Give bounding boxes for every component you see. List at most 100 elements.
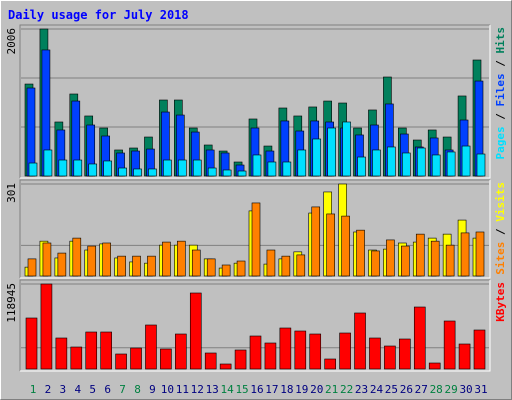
bar — [327, 127, 336, 177]
bar — [282, 161, 292, 177]
bar — [461, 145, 471, 177]
bar — [357, 156, 366, 177]
bar — [162, 241, 171, 277]
bar — [103, 160, 112, 177]
x-tick-label: 9 — [149, 383, 156, 396]
bar — [311, 206, 321, 277]
bar — [445, 244, 455, 277]
bar — [191, 249, 201, 277]
bar — [297, 149, 307, 177]
x-tick-label: 28 — [430, 383, 443, 396]
x-tick-label: 2 — [45, 383, 52, 396]
bar — [279, 327, 292, 370]
bar — [387, 146, 396, 177]
bar — [236, 260, 246, 277]
x-tick-label: 27 — [415, 383, 428, 396]
bar — [356, 229, 365, 277]
x-tick-label: 12 — [191, 383, 204, 396]
bar — [40, 283, 53, 370]
bar — [117, 255, 126, 277]
x-tick-label: 11 — [176, 383, 189, 396]
x-tick-label: 15 — [235, 383, 248, 396]
bar — [102, 242, 111, 277]
x-tick-label: 4 — [74, 383, 81, 396]
bar — [267, 161, 277, 177]
bar — [312, 138, 322, 177]
bar — [281, 255, 291, 277]
x-tick-label: 25 — [385, 383, 398, 396]
x-tick-label: 5 — [89, 383, 96, 396]
bar — [342, 121, 351, 177]
bar — [296, 254, 306, 277]
x-tick-label: 17 — [265, 383, 278, 396]
x-tick-label: 14 — [221, 383, 235, 396]
bar — [326, 213, 335, 277]
bar — [473, 329, 486, 370]
x-tick-label: 26 — [400, 383, 413, 396]
bar — [354, 312, 366, 370]
panel-frame-light — [20, 280, 491, 372]
x-tick-label: 6 — [104, 383, 111, 396]
bar — [42, 242, 52, 277]
legend: Sites / Visits — [494, 182, 507, 275]
bar — [430, 240, 440, 277]
bar — [57, 252, 67, 277]
bar — [341, 215, 350, 277]
x-tick-label: 13 — [206, 383, 219, 396]
bar — [27, 258, 37, 277]
bar — [58, 159, 68, 177]
bar — [147, 255, 156, 277]
bar — [237, 170, 247, 177]
bar — [264, 342, 277, 370]
x-tick-label: 20 — [310, 383, 323, 396]
bar — [221, 264, 231, 277]
bar — [160, 348, 172, 370]
bar — [130, 347, 142, 370]
bar — [100, 331, 112, 370]
x-tick-label: 19 — [295, 383, 308, 396]
bar — [249, 335, 262, 370]
bar — [175, 333, 187, 370]
y-tick-label: 2006 — [5, 28, 18, 55]
bar — [25, 317, 38, 370]
legend-separator: / — [494, 107, 507, 127]
legend-entry: KBytes — [494, 282, 507, 322]
bar — [88, 163, 98, 177]
bar — [222, 169, 232, 177]
legend-entry: Sites — [494, 242, 507, 275]
bar — [428, 362, 441, 370]
bar — [133, 168, 142, 177]
x-tick-label: 8 — [134, 383, 141, 396]
bar — [115, 353, 127, 370]
bar — [416, 147, 426, 177]
bar — [369, 337, 381, 370]
bar — [72, 237, 82, 277]
panel-frame-dark — [19, 279, 490, 371]
x-tick-label: 10 — [161, 383, 174, 396]
x-tick-label: 16 — [250, 383, 263, 396]
legend-entry: Visits — [494, 182, 507, 222]
bar — [43, 149, 53, 177]
bar — [118, 167, 127, 177]
bar — [132, 255, 141, 277]
bar — [252, 154, 262, 177]
chart-title: Daily usage for July 2018 — [8, 8, 189, 22]
legend-separator: / — [494, 54, 507, 74]
bar — [87, 245, 97, 277]
bar — [177, 240, 186, 277]
bar — [399, 338, 411, 370]
bar — [401, 245, 410, 277]
bar — [372, 149, 381, 177]
x-tick-label: 1 — [30, 383, 37, 396]
bar — [402, 152, 411, 177]
y-tick-label: 118945 — [5, 283, 18, 323]
bar — [251, 202, 261, 277]
bar — [178, 159, 187, 177]
legend-entry: Files — [494, 73, 507, 106]
bar — [85, 331, 98, 370]
bar — [73, 159, 83, 177]
